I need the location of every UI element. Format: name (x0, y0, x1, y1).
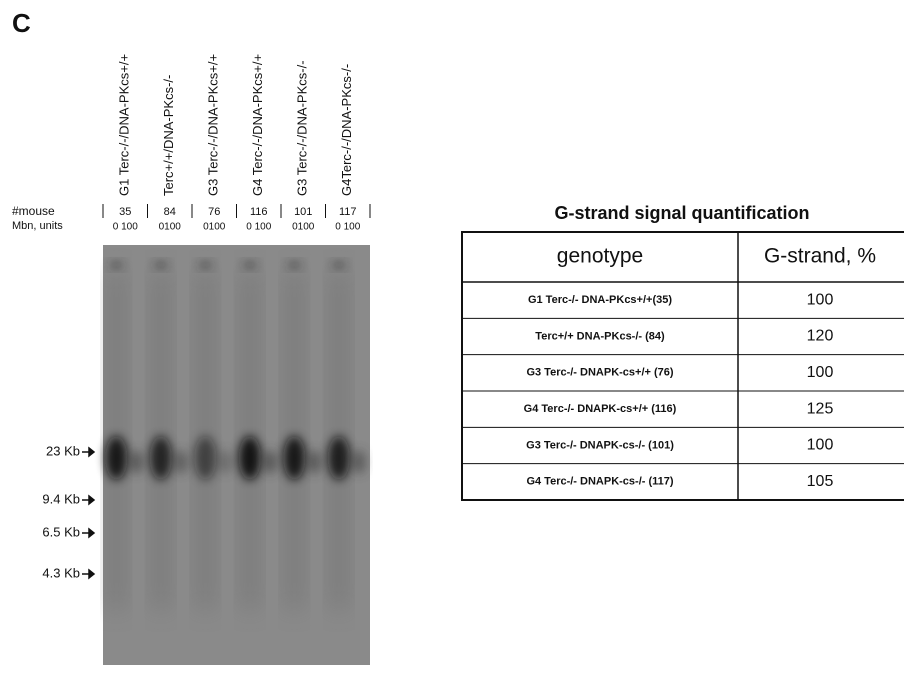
size-marker: 6.5 Kb (42, 524, 80, 539)
value-cell: 125 (807, 400, 834, 417)
lane-mouse: 116 (250, 206, 268, 218)
lane-mbn: 0 100 (246, 222, 271, 233)
band (283, 436, 305, 480)
band (239, 436, 261, 480)
genotype-cell: G4 Terc-/- DNAPK-cs-/- (117) (526, 476, 673, 488)
lane-genotype: Terc+/+/DNA-PKcs-/- (161, 75, 176, 196)
band (328, 436, 350, 480)
band (194, 436, 216, 480)
marker-arrow (82, 529, 94, 537)
band (352, 450, 366, 474)
page: {"panel_label": "C", "lanes": [ {"genoty… (0, 0, 904, 673)
band (154, 261, 168, 269)
size-marker: 9.4 Kb (42, 491, 80, 506)
marker-arrow (82, 496, 94, 504)
lane-mbn: 0 100 (113, 222, 138, 233)
genotype-cell: G3 Terc-/- DNAPK-cs-/- (101) (526, 439, 674, 451)
genotype-cell: G3 Terc-/- DNAPK-cs+/+ (76) (526, 367, 673, 379)
lane-genotype: G1 Terc-/-/DNA-PKcs+/+ (117, 54, 132, 196)
genotype-cell: G1 Terc-/- DNA-PKcs+/+(35) (528, 294, 672, 306)
lane-mouse: 76 (208, 206, 220, 218)
band (109, 261, 123, 269)
band (243, 261, 257, 269)
value-cell: 120 (807, 328, 834, 345)
size-marker: 4.3 Kb (42, 565, 80, 580)
band (218, 450, 232, 474)
lane-genotype: G4Terc-/-/DNA-PKcs-/- (339, 64, 354, 196)
band (307, 450, 321, 474)
lane-mbn: 0100 (292, 222, 315, 233)
lane-genotype: G3 Terc-/-/DNA-PKcs-/- (295, 60, 310, 196)
band (263, 450, 277, 474)
marker-arrow (82, 448, 94, 456)
genotype-cell: Terc+/+ DNA-PKcs-/- (84) (535, 330, 665, 342)
size-marker: 23 Kb (46, 443, 80, 458)
table: genotype G-strand, % G1 Terc-/- DNA-PKcs+/… (462, 232, 904, 500)
table-header: G-strand, % (764, 245, 876, 268)
band (198, 261, 212, 269)
row-label: #mouse (12, 204, 55, 218)
lane-mouse: 117 (339, 206, 357, 218)
lane-mouse: 84 (164, 206, 176, 218)
panel-label: C (12, 8, 31, 38)
figure: C genotype G-strand, % G1 Terc-/- DNA-PKcs… (0, 0, 904, 673)
band (105, 436, 127, 480)
lane-genotype: G4 Terc-/-/DNA-PKcs+/+ (250, 54, 265, 196)
band (150, 436, 172, 480)
lane-mbn: 0100 (159, 222, 182, 233)
marker-arrow (82, 570, 94, 578)
table-header: genotype (557, 245, 643, 268)
lane-mbn: 0100 (203, 222, 226, 233)
value-cell: 100 (807, 364, 834, 381)
row-label: Mbn, units (12, 220, 63, 232)
value-cell: 105 (807, 473, 834, 490)
lane-mouse: 35 (119, 206, 131, 218)
band (332, 261, 346, 269)
value-cell: 100 (807, 291, 834, 308)
genotype-cell: G4 Terc-/- DNAPK-cs+/+ (116) (524, 403, 677, 415)
value-cell: 100 (807, 437, 834, 454)
lane-mbn: 0 100 (335, 222, 360, 233)
lane-genotype: G3 Terc-/-/DNA-PKcs+/+ (206, 54, 221, 196)
band (174, 450, 188, 474)
lane-mouse: 101 (294, 206, 312, 218)
band (129, 450, 143, 474)
table-title: G-strand signal quantification (554, 203, 809, 223)
band (287, 261, 301, 269)
